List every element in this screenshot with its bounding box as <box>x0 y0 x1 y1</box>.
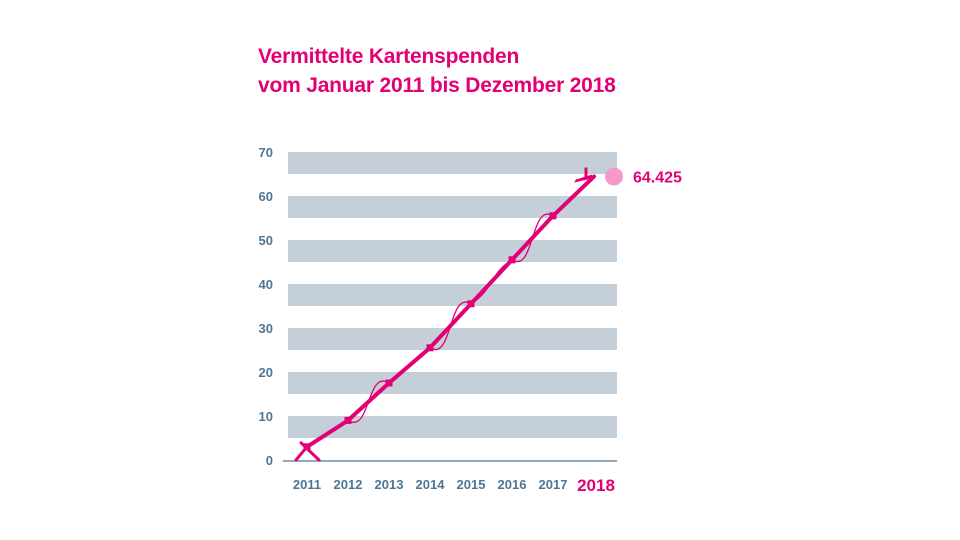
chart-title-line-1: Vermittelte Kartenspenden <box>258 45 520 68</box>
data-point <box>549 212 557 220</box>
endpoint-value-label: 64.425 <box>633 170 682 187</box>
y-tick-label: 60 <box>259 189 273 204</box>
y-tick-label: 50 <box>259 233 273 248</box>
x-tick-label: 2016 <box>498 477 527 492</box>
y-tick-label: 0 <box>266 453 273 468</box>
grid-bands <box>288 152 617 438</box>
data-point <box>508 256 516 264</box>
y-tick-label: 30 <box>259 321 273 336</box>
series-line <box>305 174 596 449</box>
grid-band <box>288 416 617 438</box>
y-tick-label: 70 <box>259 145 273 160</box>
data-point <box>426 344 434 352</box>
data-point <box>344 416 352 424</box>
data-point <box>467 300 475 308</box>
x-tick-label: 2014 <box>416 477 446 492</box>
x-axis-ticks: 2011 2012 2013 2014 2015 2016 2017 2018 <box>293 476 615 495</box>
chart-title-line-2: vom Januar 2011 bis Dezember 2018 <box>258 74 616 97</box>
x-tick-label: 2011 <box>293 477 321 492</box>
grid-band <box>288 196 617 218</box>
y-tick-label: 40 <box>259 277 273 292</box>
grid-band <box>288 372 617 394</box>
annotation-group: 64.425 <box>633 170 682 187</box>
x-tick-label: 2012 <box>334 477 363 492</box>
x-tick-label: 2015 <box>457 477 486 492</box>
series-group <box>294 167 623 462</box>
data-point <box>303 443 311 451</box>
grid-band <box>288 328 617 350</box>
y-tick-label: 20 <box>259 365 273 380</box>
grid-band <box>288 152 617 174</box>
data-point <box>385 379 393 387</box>
series-wave-line <box>306 213 554 448</box>
y-axis-ticks: 0 10 20 30 40 50 60 70 <box>259 145 273 468</box>
grid-band <box>288 284 617 306</box>
grid-band <box>288 240 617 262</box>
endpoint-marker <box>605 167 623 186</box>
x-tick-label: 2018 <box>577 476 615 495</box>
x-tick-label: 2013 <box>375 477 404 492</box>
chart-title: Vermittelte Kartenspenden vom Januar 201… <box>258 42 616 100</box>
y-tick-label: 10 <box>259 409 273 424</box>
x-tick-label: 2017 <box>539 477 568 492</box>
